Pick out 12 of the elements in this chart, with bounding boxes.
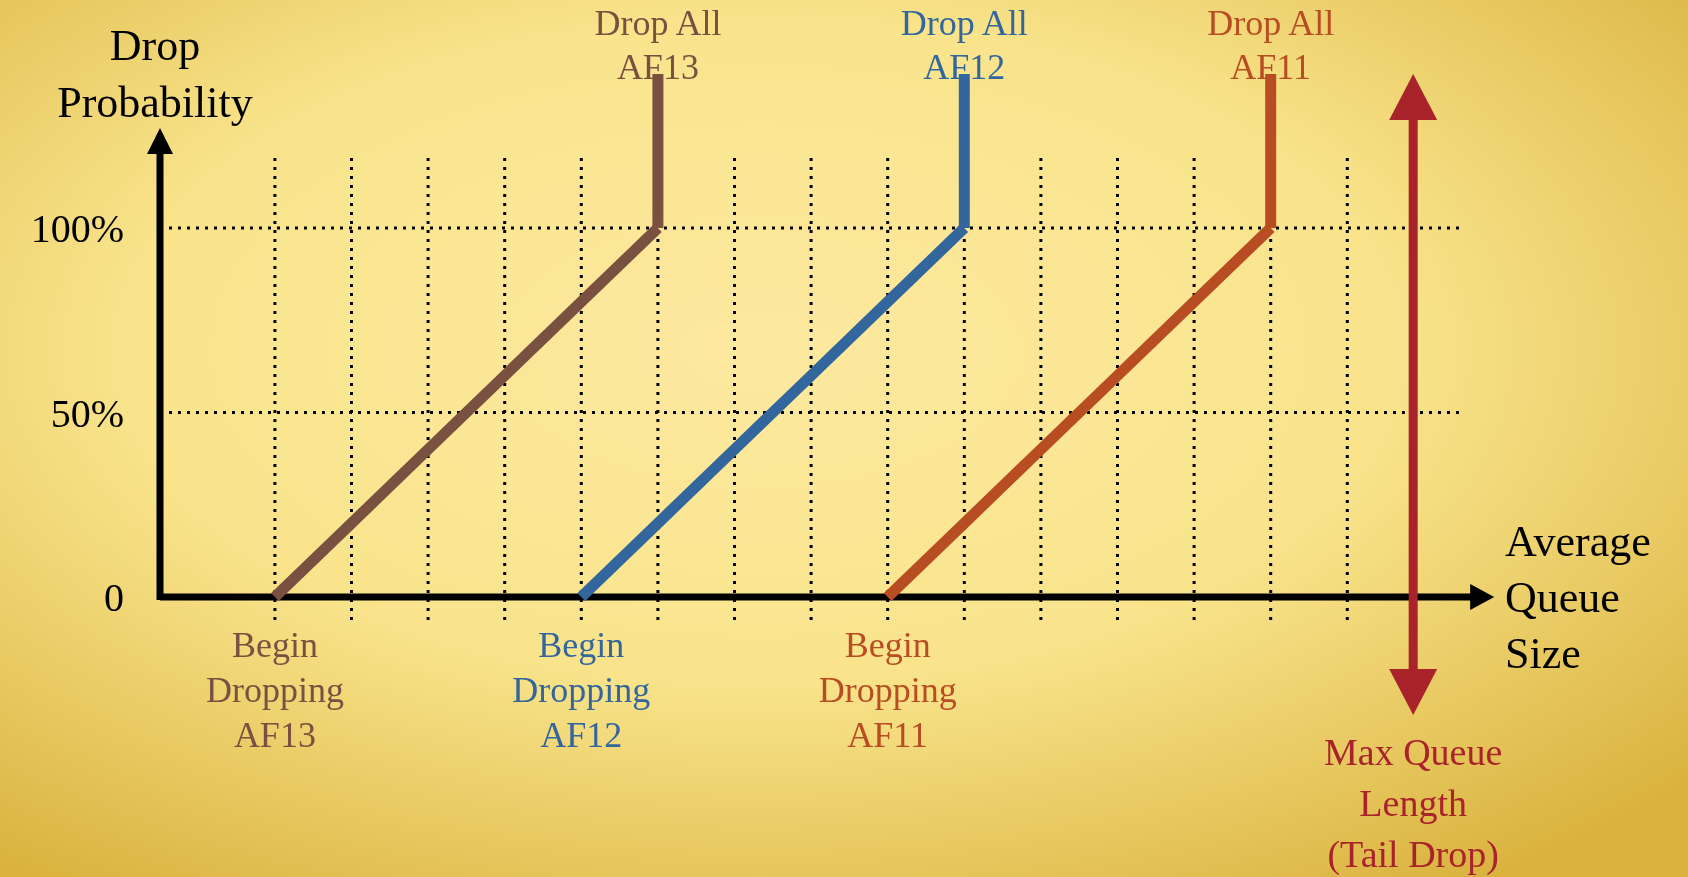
y-tick-label: 0 — [104, 575, 124, 620]
annotation: Begin Dropping AF13 — [205, 625, 344, 755]
y-tick-label: 50% — [50, 390, 124, 436]
annotation: Drop All AF12 — [900, 3, 1028, 87]
annotation: Begin Dropping AF11 — [818, 625, 957, 755]
x-axis-title: Average Queue Size — [1505, 517, 1651, 678]
text: Max Queue Length (Tail Drop) — [1324, 731, 1503, 876]
annotation: Drop All AF11 — [1207, 3, 1335, 87]
y-axis-title: Drop Probability — [57, 21, 253, 127]
annotation: Drop All AF13 — [594, 3, 722, 87]
y-tick-label: 100% — [30, 206, 124, 251]
annotation: Begin Dropping AF12 — [512, 625, 651, 755]
